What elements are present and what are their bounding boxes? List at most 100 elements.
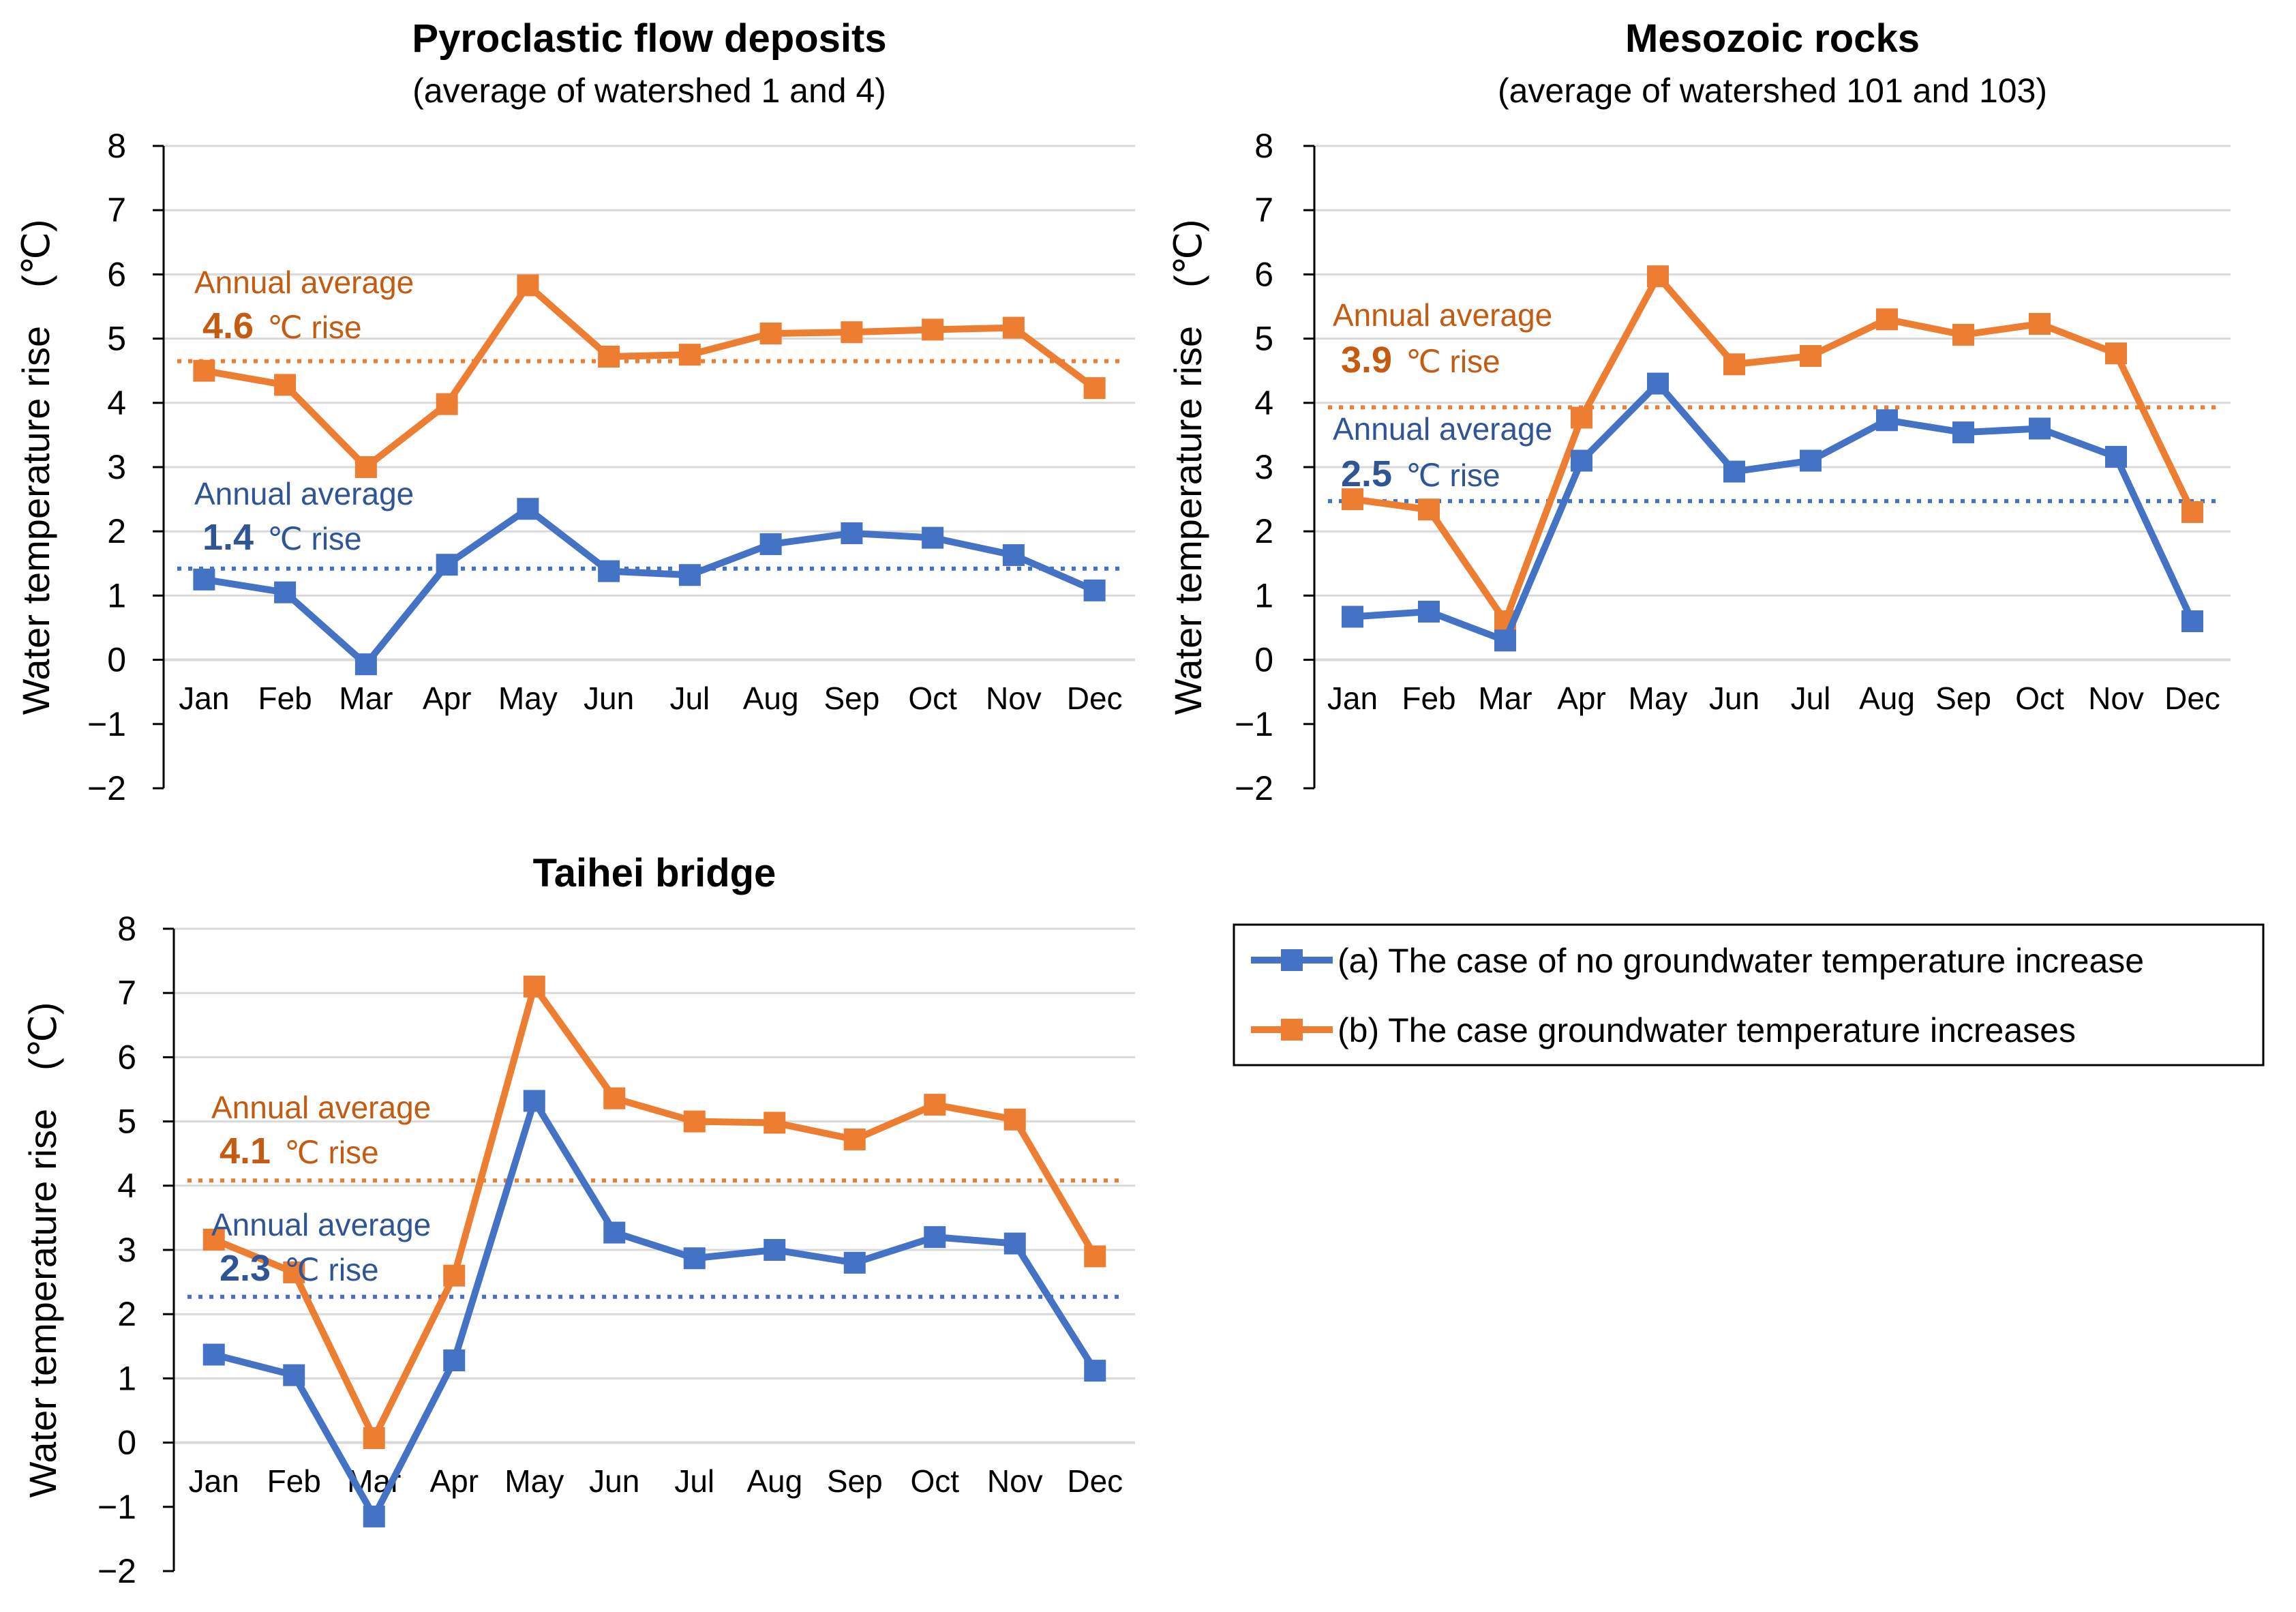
- x-tick-label: Nov: [986, 681, 1042, 716]
- data-point-a: [436, 554, 458, 576]
- y-tick-label: 0: [107, 641, 126, 679]
- data-point-a: [2105, 445, 2127, 468]
- data-point-a: [1800, 449, 1822, 472]
- x-tick-label: Apr: [429, 1463, 479, 1499]
- annual-average-label: Annual average: [1333, 411, 1552, 447]
- y-tick-label: 7: [107, 191, 126, 229]
- x-tick-label: Jan: [179, 681, 229, 716]
- annual-average-value: 2.5 ℃ rise: [1341, 453, 1500, 494]
- legend-item-a-label: (a) The case of no groundwater temperatu…: [1338, 942, 2144, 980]
- data-point-a: [1002, 544, 1025, 567]
- annual-average-label: Annual average: [211, 1207, 431, 1242]
- data-point-b: [924, 1094, 946, 1116]
- data-point-b: [354, 456, 377, 478]
- y-axis-label: Water temperature rise (℃): [1166, 220, 1209, 715]
- data-point-a: [1571, 449, 1592, 472]
- y-tick-label: 5: [1254, 320, 1273, 358]
- y-tick-label: 7: [117, 974, 136, 1012]
- data-point-a: [759, 533, 782, 556]
- data-point-b: [443, 1264, 466, 1287]
- y-tick-label: 8: [1254, 127, 1273, 165]
- data-point-b: [436, 393, 458, 415]
- annual-average-label: Annual average: [194, 476, 414, 511]
- data-point-b: [603, 1087, 626, 1109]
- y-tick-label: 0: [117, 1424, 136, 1462]
- y-tick-label: 4: [117, 1167, 136, 1205]
- data-point-b: [193, 359, 215, 382]
- data-point-b: [1800, 345, 1822, 368]
- y-tick-label: 5: [107, 320, 126, 358]
- chart-panel-1: Pyroclastic flow deposits (average of wat…: [14, 16, 1135, 807]
- data-point-b: [764, 1111, 786, 1134]
- legend-box: [1233, 923, 2265, 1066]
- x-tick-label: May: [498, 681, 558, 716]
- series-line-a: [213, 1097, 1098, 1520]
- x-tick-label: Oct: [2015, 681, 2064, 716]
- x-tick-label: Jan: [189, 1463, 239, 1499]
- series-line-b: [203, 282, 1097, 471]
- data-point-a: [683, 1247, 706, 1270]
- data-point-a: [1003, 1232, 1026, 1255]
- data-point-a: [678, 564, 701, 586]
- data-point-b: [1647, 265, 1669, 288]
- data-point-a: [2029, 417, 2051, 440]
- y-tick-label: 2: [1254, 512, 1273, 550]
- x-tick-label: Jun: [1709, 681, 1759, 716]
- x-tick-label: Dec: [1067, 1463, 1123, 1499]
- y-tick-label: −1: [1235, 705, 1273, 743]
- data-point-a: [354, 653, 377, 676]
- data-point-b: [517, 274, 539, 297]
- x-tick-label: Mar: [1478, 681, 1532, 716]
- series-line-a: [203, 505, 1096, 668]
- data-point-b: [2181, 501, 2203, 523]
- y-tick-label: −2: [87, 769, 126, 807]
- data-point-b: [1003, 1108, 1026, 1131]
- x-tick-label: Aug: [1859, 681, 1915, 716]
- data-point-b: [1002, 316, 1025, 339]
- annual-average-value: 2.3 ℃ rise: [220, 1248, 379, 1289]
- data-point-b: [2029, 312, 2051, 335]
- data-point-a: [1494, 629, 1516, 652]
- data-point-a: [598, 560, 620, 582]
- x-tick-label: Sep: [1935, 681, 1991, 716]
- y-tick-label: 6: [117, 1038, 136, 1076]
- x-tick-label: Oct: [908, 681, 957, 716]
- y-tick-label: 1: [117, 1359, 136, 1397]
- data-point-a: [517, 498, 539, 520]
- annual-average-label: Annual average: [1333, 297, 1552, 333]
- series-line-b: [1352, 273, 2196, 625]
- y-tick-label: 2: [117, 1295, 136, 1333]
- x-tick-label: Dec: [2164, 681, 2220, 716]
- x-tick-label: Feb: [258, 681, 312, 716]
- x-tick-label: Mar: [339, 681, 393, 716]
- data-point-b: [1418, 498, 1440, 521]
- data-point-b: [1084, 1245, 1106, 1268]
- data-point-b: [598, 345, 620, 368]
- x-tick-label: Jul: [674, 1463, 714, 1499]
- y-tick-label: −2: [1235, 769, 1273, 807]
- data-point-a: [924, 1226, 946, 1249]
- annual-average-value: 1.4 ℃ rise: [202, 517, 362, 558]
- chart-panel-3: Taihei bridge 8 7 6 5 4 3 2 1 0 −1 −2 Water temperat…: [21, 851, 1135, 1590]
- legend: (a) The case of no groundwater temperatu…: [1233, 923, 2265, 1066]
- data-point-a: [1084, 1360, 1106, 1382]
- data-point-b: [1952, 323, 1974, 346]
- y-tick-label: 7: [1254, 191, 1273, 229]
- data-point-b: [274, 374, 297, 396]
- data-point-b: [922, 318, 944, 341]
- data-point-a: [274, 581, 297, 603]
- data-point-b: [1723, 353, 1745, 376]
- y-tick-label: 5: [117, 1103, 136, 1141]
- chart-panel-2: Mesozoic rocks (average of watershed 101 …: [1166, 16, 2231, 807]
- data-point-a: [443, 1349, 466, 1372]
- y-tick-label: 1: [107, 576, 126, 614]
- y-tick-label: 8: [117, 910, 136, 948]
- annual-average-value: 4.1 ℃ rise: [220, 1131, 379, 1171]
- data-point-a: [1723, 460, 1745, 483]
- data-point-a: [764, 1239, 786, 1261]
- y-axis-label: Water temperature rise (℃): [21, 1002, 64, 1498]
- data-point-b: [523, 975, 545, 998]
- x-tick-label: Aug: [743, 681, 799, 716]
- data-point-a: [1952, 421, 1974, 444]
- x-tick-label: Dec: [1067, 681, 1123, 716]
